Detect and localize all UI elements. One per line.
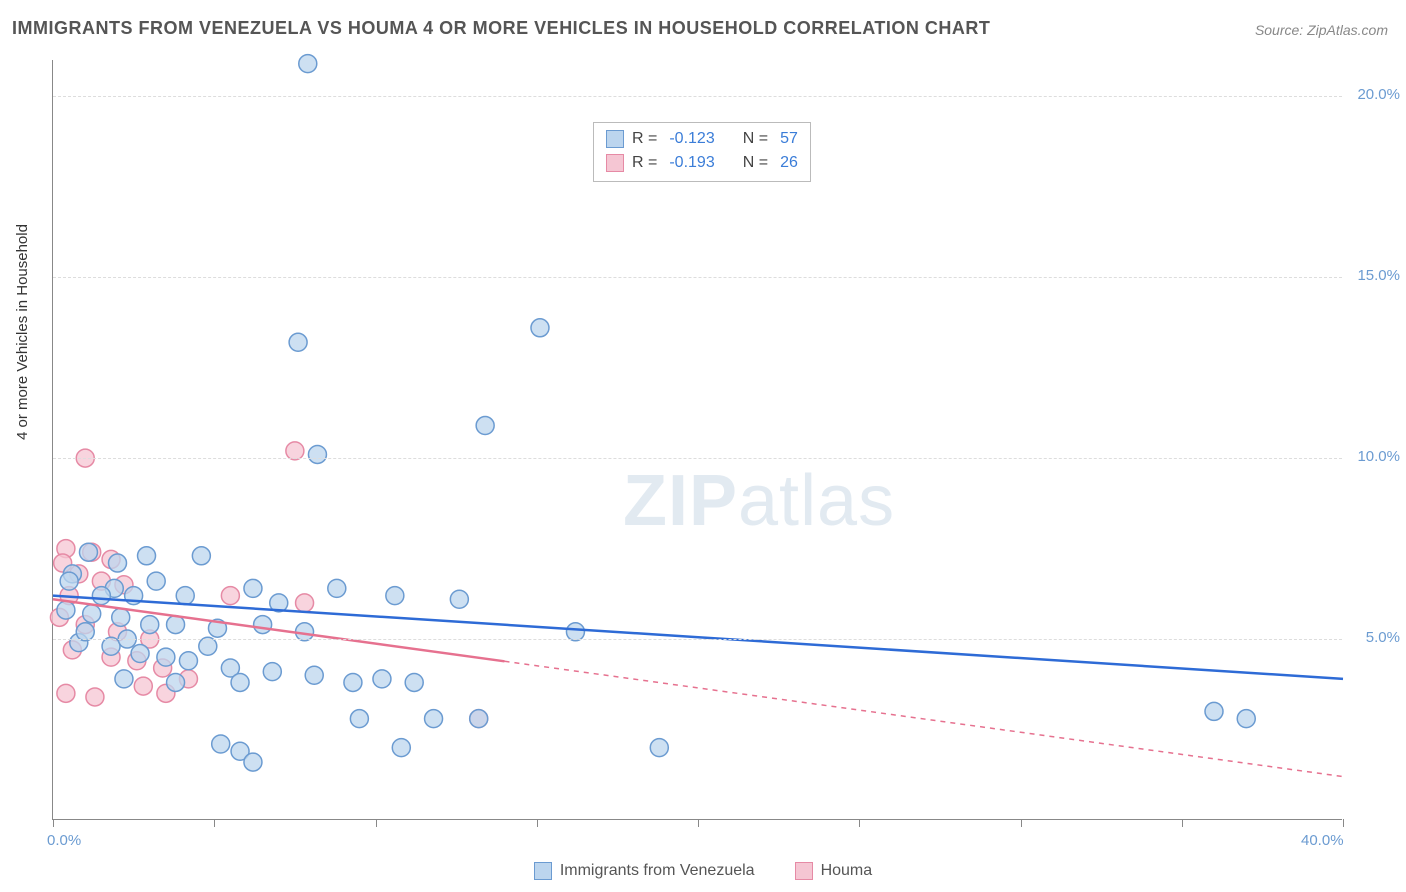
data-point (192, 547, 210, 565)
data-point (157, 648, 175, 666)
data-point (244, 753, 262, 771)
data-point (450, 590, 468, 608)
x-tick (376, 819, 377, 827)
y-tick-label: 5.0% (1366, 629, 1400, 646)
data-point (305, 666, 323, 684)
legend-label-2: Houma (821, 862, 873, 880)
data-point (299, 55, 317, 73)
r-value-1: -0.123 (669, 127, 714, 151)
x-tick-label: 0.0% (47, 832, 81, 849)
gridline (53, 458, 1342, 459)
data-point (212, 735, 230, 753)
data-point (112, 608, 130, 626)
legend-item-2: Houma (795, 862, 873, 880)
x-tick (214, 819, 215, 827)
stats-row-1: R = -0.123 N = 57 (606, 127, 798, 151)
n-label-1: N = (743, 127, 768, 151)
data-point (344, 673, 362, 691)
data-point (254, 616, 272, 634)
stats-row-2: R = -0.193 N = 26 (606, 151, 798, 175)
x-tick (859, 819, 860, 827)
gridline (53, 277, 1342, 278)
data-point (1205, 702, 1223, 720)
data-point (57, 684, 75, 702)
chart-container: IMMIGRANTS FROM VENEZUELA VS HOUMA 4 OR … (0, 0, 1406, 892)
gridline (53, 96, 1342, 97)
data-point (392, 739, 410, 757)
data-point (1237, 710, 1255, 728)
data-point (405, 673, 423, 691)
n-value-1: 57 (780, 127, 798, 151)
data-point (328, 579, 346, 597)
legend-swatch-1 (534, 862, 552, 880)
trend-line (53, 596, 1343, 679)
data-point (167, 616, 185, 634)
data-point (244, 579, 262, 597)
data-point (289, 333, 307, 351)
data-point (373, 670, 391, 688)
x-tick (1021, 819, 1022, 827)
data-point (263, 663, 281, 681)
data-point (476, 417, 494, 435)
r-label-2: R = (632, 151, 657, 175)
x-tick (698, 819, 699, 827)
plot-area: ZIPatlas R = -0.123 N = 57 R = -0.193 N … (52, 60, 1342, 820)
data-point (231, 673, 249, 691)
data-point (176, 587, 194, 605)
data-point (470, 710, 488, 728)
legend-item-1: Immigrants from Venezuela (534, 862, 755, 880)
source-attribution: Source: ZipAtlas.com (1255, 22, 1388, 38)
data-point (86, 688, 104, 706)
r-value-2: -0.193 (669, 151, 714, 175)
swatch-series-2 (606, 154, 624, 172)
data-point (141, 616, 159, 634)
legend-label-1: Immigrants from Venezuela (560, 862, 755, 880)
data-point (179, 652, 197, 670)
data-point (134, 677, 152, 695)
swatch-series-1 (606, 130, 624, 148)
data-point (109, 554, 127, 572)
n-value-2: 26 (780, 151, 798, 175)
y-axis-label: 4 or more Vehicles in Household (14, 224, 31, 440)
x-tick (53, 819, 54, 827)
stats-legend: R = -0.123 N = 57 R = -0.193 N = 26 (593, 122, 811, 182)
data-point (531, 319, 549, 337)
data-point (83, 605, 101, 623)
data-point (147, 572, 165, 590)
data-point (350, 710, 368, 728)
x-tick (1343, 819, 1344, 827)
y-tick-label: 20.0% (1357, 86, 1400, 103)
data-point (79, 543, 97, 561)
data-point (308, 445, 326, 463)
legend-swatch-2 (795, 862, 813, 880)
n-label-2: N = (743, 151, 768, 175)
data-point (138, 547, 156, 565)
bottom-legend: Immigrants from Venezuela Houma (0, 862, 1406, 880)
x-tick-label: 40.0% (1301, 832, 1344, 849)
data-point (386, 587, 404, 605)
data-point (650, 739, 668, 757)
data-point (60, 572, 78, 590)
r-label-1: R = (632, 127, 657, 151)
data-point (167, 673, 185, 691)
chart-title: IMMIGRANTS FROM VENEZUELA VS HOUMA 4 OR … (12, 18, 990, 39)
data-point (92, 587, 110, 605)
gridline (53, 639, 1342, 640)
data-point (221, 587, 239, 605)
data-point (296, 594, 314, 612)
data-point (425, 710, 443, 728)
data-point (57, 601, 75, 619)
y-tick-label: 10.0% (1357, 448, 1400, 465)
data-point (115, 670, 133, 688)
data-point (131, 645, 149, 663)
x-tick (1182, 819, 1183, 827)
y-tick-label: 15.0% (1357, 267, 1400, 284)
x-tick (537, 819, 538, 827)
